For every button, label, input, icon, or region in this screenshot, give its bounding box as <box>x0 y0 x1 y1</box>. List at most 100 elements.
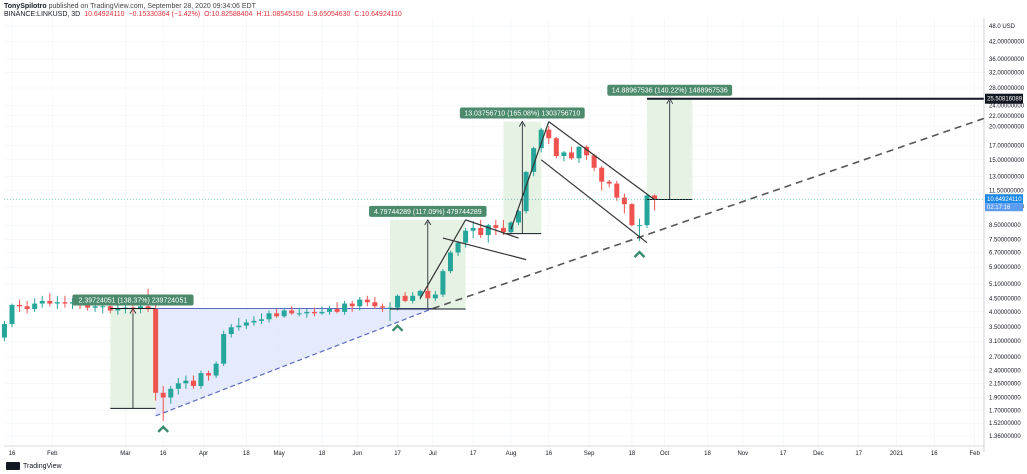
measure-label-box <box>369 205 487 217</box>
y-tick-label: 6.70000000 <box>989 251 1021 257</box>
candle-body <box>281 310 287 317</box>
brand-name: TradingView <box>23 462 62 470</box>
measure-label-box <box>607 84 733 96</box>
candle-body <box>342 303 348 312</box>
x-tick-label: 18 <box>629 451 636 457</box>
candle-body <box>470 227 476 231</box>
candle-body <box>485 225 491 236</box>
trendline-dashed <box>432 117 985 310</box>
candle-body <box>168 388 174 398</box>
tradingview-logo-icon[interactable] <box>6 462 20 470</box>
candle-body <box>236 325 242 328</box>
x-tick-label: Sep <box>584 451 595 457</box>
candle-body <box>395 295 401 308</box>
candle-body <box>553 138 559 157</box>
candle-body <box>621 197 627 205</box>
target-price-badge-text: 25.50816089 <box>987 97 1023 103</box>
x-tick-label: 2021 <box>890 451 904 457</box>
x-tick-label: 16 <box>545 451 552 457</box>
candle-body <box>614 183 620 198</box>
flag-pole-1 <box>419 219 467 299</box>
countdown-badge-text: 02:17:16 <box>987 205 1011 211</box>
candle-body <box>160 392 166 398</box>
last-price-badge <box>985 194 1023 204</box>
candle-body <box>591 155 597 168</box>
candle-body <box>349 303 355 307</box>
candle-body <box>274 313 280 317</box>
candle-body <box>606 181 612 184</box>
x-tick-label: Jul <box>429 451 437 457</box>
candle-body <box>357 299 363 307</box>
x-tick-label: Aug <box>506 451 517 457</box>
x-tick-label: Jun <box>352 451 362 457</box>
flag-bottom-1 <box>442 237 527 261</box>
candle-body <box>516 211 522 223</box>
y-tick-label: 28.00000000 <box>989 86 1025 92</box>
candle-body <box>62 302 68 304</box>
y-tick-label: 32.00000000 <box>989 71 1025 77</box>
candle-body <box>402 295 408 301</box>
y-tick-label: 2.40000000 <box>989 369 1021 375</box>
candle-body <box>493 225 499 228</box>
measure-label-box <box>72 294 194 306</box>
candle-body <box>599 167 605 182</box>
candle-body <box>228 327 234 335</box>
y-tick-label: 2.15000000 <box>989 381 1021 387</box>
time-axis[interactable]: 16 Feb Mar 16 Apr 18 May 18 Jun 17 Jul 17 Aug 16 Sep 18… <box>4 445 984 457</box>
measure-label-text: 2.39724051 (138.37%) 2397240 51 <box>79 297 188 304</box>
candle-body <box>175 383 181 389</box>
candle-body <box>546 129 552 139</box>
triangle-support <box>155 307 434 417</box>
low-value: L:9.65054630 <box>307 11 351 18</box>
candle-body <box>568 152 574 159</box>
candle-body <box>636 225 642 227</box>
x-tick-label: Feb <box>969 451 980 457</box>
price-axis[interactable]: 48.0 USD 42.00000000 36.00000000 32.0000000… <box>983 18 1025 452</box>
x-tick-label: May <box>273 451 284 457</box>
candle-body <box>289 310 295 314</box>
symbol-label[interactable]: BINANCE:LINKUSD, 3D <box>4 11 81 18</box>
x-tick-label: 17 <box>780 451 787 457</box>
x-tick-label: Feb <box>47 451 58 457</box>
candle-body <box>372 302 378 307</box>
candle-body <box>54 302 60 304</box>
candle-body <box>85 303 91 308</box>
candle-body <box>508 222 514 233</box>
y-tick-label: 17.00000000 <box>989 143 1025 149</box>
candle-body <box>410 295 416 301</box>
candle-body <box>327 309 333 312</box>
x-tick-label: 16 <box>160 451 167 457</box>
y-tick-label: 1.70000000 <box>989 408 1021 414</box>
y-tick-label: 7.50000000 <box>989 238 1021 244</box>
candles <box>1 126 658 421</box>
y-tick-label: 36.00000000 <box>989 57 1025 63</box>
x-tick-label: 17 <box>855 451 862 457</box>
chevron-up-icon <box>633 250 646 258</box>
candle-body <box>500 227 506 233</box>
y-tick-label: 1.90000000 <box>989 396 1021 402</box>
close-value: C:10.64924110 <box>354 11 402 18</box>
candle-body <box>1 324 7 338</box>
author-name[interactable]: TonySpilotro <box>4 3 47 10</box>
candle-body <box>379 306 385 308</box>
candle-body <box>561 152 567 157</box>
y-tick-label: 11.50000000 <box>989 188 1024 194</box>
candle-body <box>478 227 484 236</box>
x-tick-label: 17 <box>394 451 401 457</box>
candle-body <box>644 195 650 226</box>
x-tick-label: 16 <box>9 451 16 457</box>
y-tick-label: 1.36000000 <box>989 434 1021 440</box>
candle-body <box>538 129 544 149</box>
y-tick-label: 15.00000000 <box>989 158 1025 164</box>
chevron-up-icon <box>157 425 170 433</box>
candle-body <box>138 306 144 310</box>
candle-body <box>190 380 196 387</box>
candle-body <box>463 230 469 243</box>
candle-body <box>531 148 537 172</box>
measure-arrow-head <box>518 120 526 127</box>
candle-body <box>523 171 529 212</box>
y-tick-label: 42.00000000 <box>989 39 1025 45</box>
open-value: O:10.82588404 <box>204 11 253 18</box>
last-price-badge-text: 10.64924110 <box>987 197 1022 203</box>
